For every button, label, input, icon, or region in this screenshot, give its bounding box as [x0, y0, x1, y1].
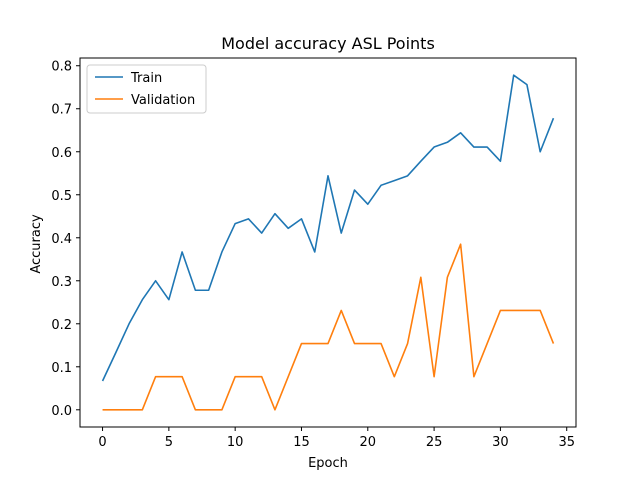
y-axis-label: Accuracy — [29, 214, 44, 274]
x-tick-label: 25 — [426, 435, 443, 450]
series-line-train — [101, 74, 555, 382]
x-axis-label: Epoch — [308, 456, 348, 471]
legend: Train Validation — [86, 64, 207, 114]
y-axis-ticks: 0.0 0.1 0.2 0.3 0.4 0.5 0.6 0.7 0.8 — [51, 60, 80, 419]
chart-title: Model accuracy ASL Points — [221, 34, 435, 53]
x-tick-label: 0 — [98, 435, 106, 450]
x-tick-label: 5 — [165, 435, 173, 450]
y-tick-label: 0.8 — [51, 60, 72, 75]
x-tick-label: 35 — [558, 435, 575, 450]
y-tick-label: 0.2 — [51, 318, 72, 333]
x-tick-label: 15 — [293, 435, 310, 450]
legend-entry-label: Train — [130, 71, 162, 86]
y-tick-label: 0.5 — [51, 189, 72, 204]
y-tick-label: 0.7 — [51, 103, 72, 118]
plot-frame — [79, 57, 577, 428]
x-tick-label: 10 — [227, 435, 244, 450]
x-tick-label: 30 — [492, 435, 509, 450]
y-tick-label: 0.1 — [51, 361, 72, 376]
legend-entry-label: Validation — [131, 93, 195, 108]
y-tick-label: 0.0 — [51, 404, 72, 419]
y-tick-label: 0.4 — [51, 232, 72, 247]
x-axis-ticks: 0 5 10 15 20 25 30 35 — [98, 427, 575, 450]
series-layer — [101, 74, 555, 411]
series-line-validation — [102, 243, 555, 411]
y-tick-label: 0.3 — [51, 275, 72, 290]
x-tick-label: 20 — [360, 435, 377, 450]
y-tick-label: 0.6 — [51, 146, 72, 161]
